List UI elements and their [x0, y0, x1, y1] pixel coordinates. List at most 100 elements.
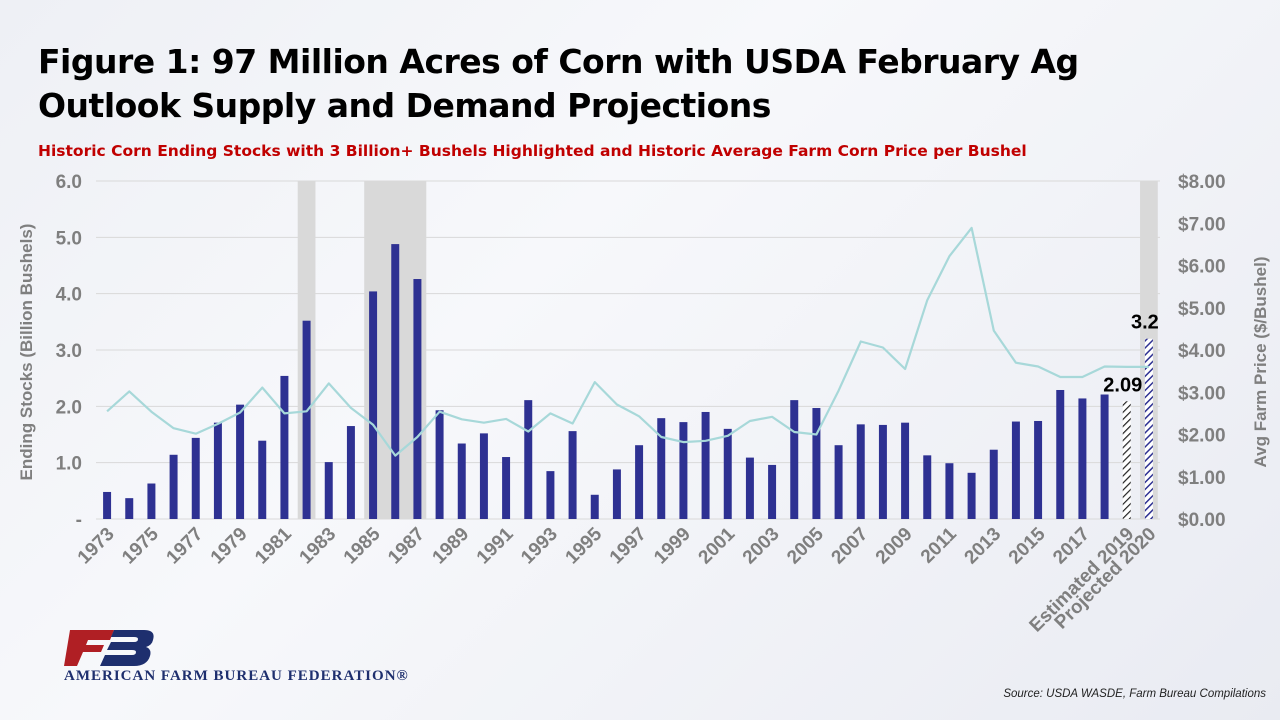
bar-1984	[346, 426, 355, 519]
y-tick-label: 3.0	[56, 341, 82, 362]
x-tick-label-1995: 1995	[562, 523, 607, 568]
x-tick-label-2007: 2007	[828, 524, 873, 569]
organization-name: AMERICAN FARM BUREAU FEDERATION®	[64, 668, 409, 684]
bar-2002	[745, 457, 754, 519]
bar-projected-2020	[1144, 338, 1153, 519]
y2-axis-title: Avg Farm Price ($/Bushel)	[1251, 257, 1270, 468]
x-tick-label-1993: 1993	[517, 524, 562, 569]
x-tick-label-2009: 2009	[872, 524, 917, 569]
bar-1987	[413, 279, 422, 519]
source-note: Source: USDA WASDE, Farm Bureau Compilat…	[1003, 688, 1266, 700]
bar-1980	[258, 440, 267, 519]
bar-2006	[834, 445, 843, 519]
x-tick-label-1999: 1999	[650, 524, 695, 569]
bar-1974	[125, 498, 134, 519]
y-tick-label: 5.0	[56, 228, 82, 249]
x-tick-label-1981: 1981	[251, 523, 296, 568]
stock-bars	[103, 244, 1153, 520]
y-axis-title: Ending Stocks (Billion Bushels)	[17, 224, 36, 481]
y-tick-label: 4.0	[56, 285, 82, 306]
y2-tick-label: $6.00	[1178, 257, 1226, 278]
bar-1995	[590, 494, 599, 519]
y2-tick-label: $7.00	[1178, 214, 1226, 235]
x-tick-label-2015: 2015	[1005, 523, 1050, 568]
data-label-estimated-2019: 2.09	[1103, 374, 1142, 396]
bar-2013	[989, 449, 998, 519]
x-tick-label-1985: 1985	[340, 523, 385, 568]
bar-1986	[391, 244, 400, 520]
bar-2007	[856, 424, 865, 519]
price-line-path	[106, 226, 1149, 457]
x-tick-label-2005: 2005	[783, 523, 828, 568]
x-tick-label-1977: 1977	[163, 524, 208, 569]
y-tick-label: 6.0	[56, 172, 82, 193]
bar-1990	[479, 433, 488, 519]
y-axis-left: - 1.0 2.0 3.0 4.0 5.0 6.0	[56, 172, 82, 531]
x-tick-label-1997: 1997	[606, 524, 651, 569]
chart-subtitle: Historic Corn Ending Stocks with 3 Billi…	[38, 142, 1027, 160]
bar-1991	[502, 457, 511, 519]
y2-tick-label: $8.00	[1178, 172, 1226, 193]
bar-1979	[236, 404, 245, 519]
x-tick-label-2013: 2013	[961, 524, 1006, 569]
x-tick-label-2011: 2011	[917, 523, 961, 567]
bar-estimated-2019	[1122, 401, 1131, 519]
bar-1975	[147, 483, 156, 519]
bar-1988	[435, 410, 444, 519]
bar-2011	[945, 463, 954, 519]
bar-2003	[768, 464, 777, 519]
data-label-projected-2020: 3.2	[1131, 312, 1159, 334]
bar-1981	[280, 375, 289, 519]
bar-1976	[169, 454, 178, 519]
data-labels: 2.09 3.2	[1103, 312, 1159, 397]
x-tick-label-1991: 1991	[473, 523, 518, 568]
y-tick-label: 2.0	[56, 397, 82, 418]
bar-1983	[324, 462, 333, 519]
title-line-2: Outlook Supply and Demand Projections	[38, 86, 771, 125]
y-tick-label: -	[76, 510, 82, 531]
x-tick-label-2003: 2003	[739, 524, 784, 569]
price-line	[106, 226, 1149, 457]
y2-tick-label: $5.00	[1178, 299, 1226, 320]
bar-2012	[967, 472, 976, 519]
bar-1973	[103, 491, 112, 519]
bar-1982	[302, 320, 311, 519]
x-tick-label-1989: 1989	[429, 524, 474, 569]
bar-2017	[1078, 398, 1087, 519]
bar-1996	[612, 469, 621, 519]
chart-title: Figure 1: 97 Million Acres of Corn with …	[38, 40, 1238, 128]
y2-tick-label: $3.00	[1178, 383, 1226, 404]
y2-tick-label: $0.00	[1178, 510, 1226, 531]
bar-1992	[524, 400, 533, 519]
bar-2016	[1056, 389, 1065, 519]
x-tick-label-1975: 1975	[118, 523, 163, 568]
y2-tick-label: $2.00	[1178, 426, 1226, 447]
bar-2015	[1034, 420, 1043, 519]
x-axis: 1973 1975 1977 1979 1981 1983 1985 1987 1989 1991…	[74, 523, 1161, 636]
y2-tick-label: $1.00	[1178, 468, 1226, 489]
bar-2014	[1011, 421, 1020, 519]
bar-1977	[191, 437, 200, 519]
bar-2001	[723, 428, 732, 519]
y-tick-label: 1.0	[56, 454, 82, 475]
bar-2000	[701, 411, 710, 519]
x-tick-label-1983: 1983	[296, 524, 341, 569]
bar-2009	[901, 422, 910, 519]
bar-1999	[679, 422, 688, 519]
x-tick-label-1987: 1987	[384, 524, 429, 569]
x-tick-label-2001: 2001	[695, 523, 740, 568]
bar-1993	[546, 471, 555, 519]
y2-tick-label: $4.00	[1178, 341, 1226, 362]
bar-1985	[369, 291, 378, 519]
y-axis-right: $0.00 $1.00 $2.00 $3.00 $4.00 $5.00 $6.00 $7.00…	[1178, 172, 1226, 531]
bar-1989	[457, 443, 466, 519]
bar-1978	[213, 422, 222, 519]
bar-2005	[812, 408, 821, 519]
x-tick-label-1979: 1979	[207, 524, 252, 569]
bar-2004	[790, 400, 799, 519]
bar-2010	[923, 455, 932, 519]
gridlines	[96, 180, 1160, 520]
title-line-1: Figure 1: 97 Million Acres of Corn with …	[38, 42, 1079, 81]
bar-1998	[657, 418, 666, 519]
